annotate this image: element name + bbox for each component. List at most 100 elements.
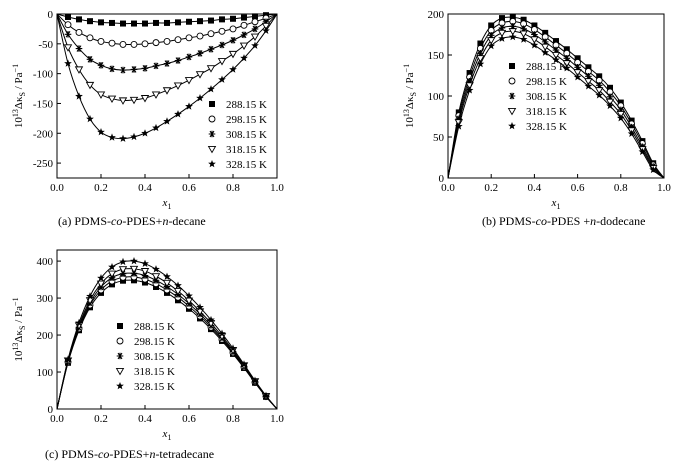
legend-label-a-1: 288.15 K [226,99,267,111]
x-axis-label-b: x1 [551,197,561,211]
data-point-b-3 [574,64,581,71]
legend-marker-a-5 [208,159,216,168]
data-point-a-3 [86,56,94,63]
data-point-c-4 [96,280,106,289]
data-point-b-4 [530,36,539,44]
data-point-a-5 [229,65,237,73]
legend-label-b-5: 328.15 K [526,121,567,133]
data-point-c-5 [97,274,105,282]
data-point-a-5 [75,92,83,100]
data-point-b-5 [508,32,517,41]
data-point-b-3 [552,46,560,54]
y-tick-label-c: 200 [37,330,54,342]
legend-marker-a-3 [208,130,216,138]
y-tick-label-c: 100 [37,367,54,379]
legend-marker-b-2 [508,77,516,85]
legend-marker-b-4 [507,107,517,116]
x-tick-label-b: 0.2 [484,182,498,194]
data-point-b-3 [563,54,571,62]
y-axis-label-a: 1013ΔκS / Pa−1 [11,64,27,128]
y-axis-label-c: 1013ΔκS / Pa−1 [11,297,27,361]
x-tick-label-b: 1.0 [657,182,671,194]
data-point-c-5 [64,355,72,363]
data-point-b-4 [594,87,604,95]
data-point-a-4 [239,42,249,50]
data-point-b-1 [488,22,495,29]
data-point-b-4 [508,28,518,36]
data-point-a-5 [119,134,127,142]
legend-marker-a-4 [207,145,217,154]
data-point-b-4 [573,69,582,77]
data-point-a-4 [118,97,128,105]
data-point-a-3 [141,64,149,72]
x-tick-label-b: 0.0 [441,182,455,194]
data-point-a-1 [208,17,214,24]
x-tick-label-a: 0.6 [182,182,196,194]
data-point-a-4 [162,87,172,95]
data-point-a-5 [218,75,226,83]
y-tick-label-a: -250 [33,158,54,170]
x-tick-label-c: 1.0 [270,413,284,425]
plot-frame-a [56,13,278,179]
data-point-b-5 [616,114,625,122]
data-point-c-4 [151,273,161,281]
y-tick-label-a: -200 [33,128,54,140]
data-point-a-3 [218,41,226,49]
data-point-a-1 [65,13,71,20]
data-point-a-5 [240,54,248,62]
data-point-b-5 [595,91,604,99]
x-tick-label-b: 0.8 [614,182,628,194]
data-point-a-1 [241,14,247,21]
data-point-b-5 [476,59,485,68]
legend-label-c-5: 328.15 K [134,381,175,393]
data-point-b-5 [519,35,528,43]
data-point-a-4 [63,44,73,52]
data-point-a-4 [250,33,260,42]
data-point-c-5 [218,329,226,337]
data-point-a-2 [163,37,171,45]
data-point-a-5 [130,132,138,141]
data-point-c-5 [86,292,94,300]
data-point-b-4 [486,37,496,45]
data-point-c-5 [108,262,116,271]
data-point-c-5 [229,344,237,352]
data-point-a-5 [97,128,105,136]
x-tick-label-c: 0.8 [226,413,240,425]
data-point-b-4 [540,43,550,52]
data-point-a-1 [98,19,104,26]
data-point-a-2 [218,27,226,35]
data-point-b-3 [455,115,463,123]
data-point-a-3 [152,62,160,70]
x-tick-label-a: 1.0 [270,182,284,194]
y-axis-label-b: 1013ΔκS / Pa−1 [402,64,418,128]
legend-marker-c-2 [116,337,124,345]
data-point-a-5 [141,129,149,137]
data-point-b-1 [585,64,592,71]
data-point-a-2 [86,34,94,42]
data-point-a-5 [86,114,94,123]
legend-label-a-3: 308.15 K [226,129,267,141]
data-point-a-5 [152,123,160,132]
data-point-b-5 [606,101,614,110]
data-point-c-5 [251,376,259,384]
data-point-c-3 [119,270,127,277]
data-point-c-5 [163,272,171,280]
data-point-a-4 [140,95,150,103]
y-tick-label-b: 0 [439,173,445,185]
legend-label-a-2: 298.15 K [226,114,267,126]
data-point-a-1 [219,16,225,23]
data-point-b-3 [541,38,549,46]
data-point-b-3 [520,25,527,33]
x-tick-label-b: 0.4 [528,182,542,194]
data-point-a-1 [197,18,203,25]
data-point-a-2 [251,18,259,26]
data-point-a-2 [152,39,160,47]
legend-marker-c-1 [117,323,123,329]
data-point-c-4 [118,266,128,274]
data-point-b-3 [606,93,614,101]
data-point-b-5 [562,64,571,72]
data-point-c-5 [174,281,182,289]
data-point-a-1 [131,20,137,27]
legend-marker-a-2 [208,115,216,123]
x-axis-label-c: x1 [162,428,172,442]
